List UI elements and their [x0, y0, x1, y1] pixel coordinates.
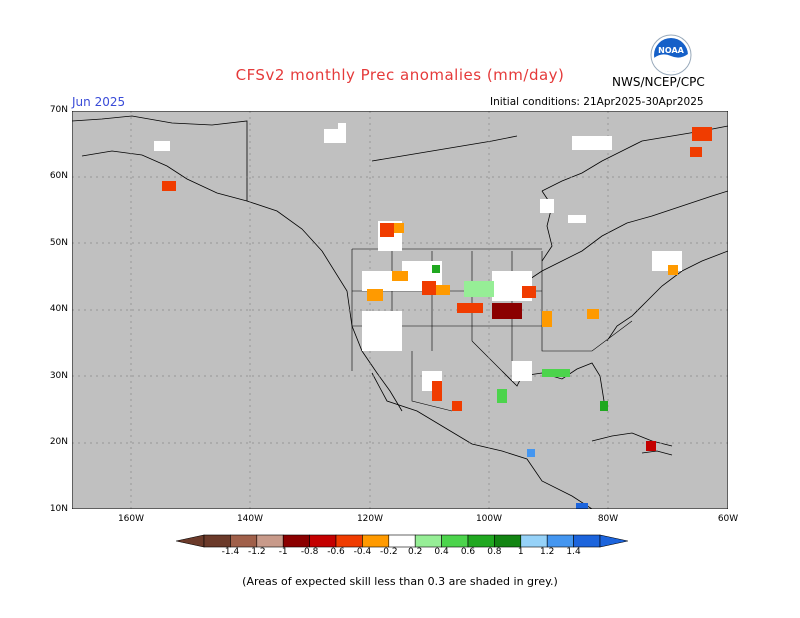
- lat-label: 40N: [49, 304, 68, 314]
- colorbar-swatch: [230, 534, 258, 548]
- map-background: [72, 111, 728, 509]
- lon-label: 100W: [475, 514, 503, 524]
- colorbar: [176, 534, 628, 548]
- colorbar-label: -0.4: [353, 547, 372, 557]
- colorbar-label: 0.8: [487, 547, 502, 557]
- lat-label: 50N: [49, 238, 68, 248]
- colorbar-swatch: [414, 534, 442, 548]
- colorbar-label: -0.6: [327, 547, 345, 557]
- month-label: Jun 2025: [72, 95, 126, 109]
- colorbar-swatch: [335, 534, 363, 548]
- colorbar-swatch: [282, 534, 310, 548]
- lat-label: 20N: [49, 437, 68, 447]
- logo-text: NOAA: [658, 46, 684, 55]
- colorbar-label: 0.6: [460, 547, 476, 557]
- lat-label: 60N: [49, 171, 68, 181]
- colorbar-swatch: [309, 534, 337, 548]
- colorbar-label: -0.8: [300, 547, 319, 557]
- lon-label: 120W: [356, 514, 384, 524]
- colorbar-label: 1.4: [566, 547, 581, 557]
- lon-label: 160W: [117, 514, 145, 524]
- lat-label: 10N: [49, 504, 68, 514]
- colorbar-label: -1.4: [221, 547, 240, 557]
- colorbar-swatch: [362, 534, 390, 548]
- coastlines: [72, 115, 728, 509]
- dry-anomalies: [162, 127, 712, 451]
- chart-title: CFSv2 monthly Prec anomalies (mm/day): [235, 66, 565, 84]
- lat-label: 70N: [49, 105, 68, 115]
- colorbar-arrow-left: [176, 534, 205, 548]
- lat-label: 30N: [49, 371, 68, 381]
- colorbar-swatch: [388, 534, 416, 548]
- lon-label: 140W: [236, 514, 264, 524]
- colorbar-swatch: [203, 534, 231, 548]
- wet-anomalies: [432, 265, 608, 509]
- agency-label: NWS/NCEP/CPC: [612, 75, 705, 89]
- colorbar-label: 1.2: [540, 547, 555, 557]
- colorbar-swatch: [546, 534, 574, 548]
- initial-conditions-label: Initial conditions: 21Apr2025-30Apr2025: [490, 96, 704, 108]
- noaa-logo: NOAA: [650, 34, 692, 76]
- lon-label: 60W: [717, 514, 739, 524]
- colorbar-swatch: [494, 534, 522, 548]
- anomaly-map: [72, 111, 728, 509]
- colorbar-arrow-right: [599, 534, 628, 548]
- colorbar-label: -1: [278, 547, 288, 557]
- colorbar-label: 1: [517, 547, 524, 557]
- colorbar-swatch: [467, 534, 495, 548]
- colorbar-swatch: [256, 534, 284, 548]
- lon-label: 80W: [597, 514, 619, 524]
- colorbar-label: -0.2: [380, 547, 398, 557]
- colorbar-swatch: [441, 534, 469, 548]
- colorbar-label: -1.2: [248, 547, 266, 557]
- colorbar-swatch: [520, 534, 548, 548]
- colorbar-label: 0.2: [408, 547, 423, 557]
- colorbar-label: 0.4: [434, 547, 449, 557]
- colorbar-swatch: [573, 534, 601, 548]
- graticule: [72, 111, 728, 509]
- footer-note: (Areas of expected skill less than 0.3 a…: [242, 575, 558, 588]
